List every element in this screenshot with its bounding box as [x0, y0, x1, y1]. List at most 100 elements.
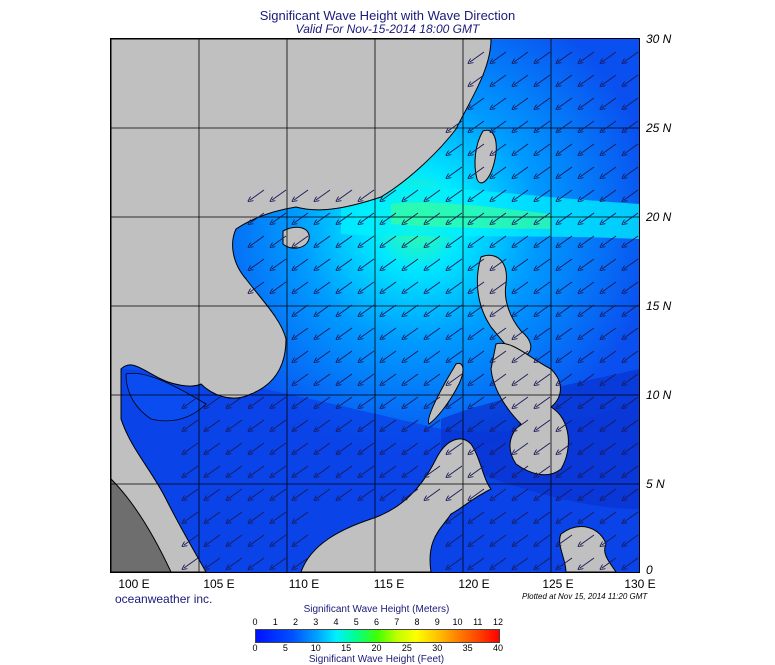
wave-arrow: [580, 350, 595, 361]
wave-arrow: [426, 419, 441, 430]
wave-arrow: [250, 465, 265, 476]
wave-arrow: [250, 212, 265, 223]
wave-arrow: [338, 396, 353, 407]
sumatra-land: [111, 478, 172, 572]
wave-arrow: [360, 350, 375, 361]
wave-arrow: [294, 488, 309, 499]
wave-arrow: [492, 51, 507, 62]
wave-arrow: [448, 143, 463, 154]
wave-arrow: [492, 419, 507, 430]
wave-arrow: [448, 511, 463, 522]
wave-arrow: [580, 74, 595, 85]
wave-arrow: [536, 258, 551, 269]
wave-arrow: [602, 557, 617, 568]
wave-arrow: [206, 511, 221, 522]
wave-arrow: [360, 235, 375, 246]
wave-arrow: [360, 189, 375, 200]
wave-arrow: [580, 281, 595, 292]
wave-arrow: [514, 511, 529, 522]
wave-arrow: [536, 120, 551, 131]
wave-arrow: [272, 212, 287, 223]
wave-arrow: [514, 373, 529, 384]
wave-arrow: [206, 488, 221, 499]
wave-arrow: [492, 304, 507, 315]
wave-arrow: [250, 557, 265, 568]
wave-arrow: [602, 235, 617, 246]
wave-arrow: [338, 350, 353, 361]
wave-arrow: [492, 511, 507, 522]
wave-arrow: [470, 97, 485, 108]
lat-label-10: 10 N: [646, 388, 672, 402]
wave-arrow: [624, 534, 639, 545]
wave-arrow: [492, 189, 507, 200]
colorbar-feet-tick: 5: [282, 643, 288, 653]
wave-arrow: [294, 212, 309, 223]
wave-arrow: [558, 281, 573, 292]
wave-arrow: [448, 350, 463, 361]
wave-arrow: [558, 511, 573, 522]
wave-arrow: [514, 51, 529, 62]
wave-arrow: [536, 212, 551, 223]
wave-arrow: [470, 350, 485, 361]
wave-arrow: [294, 534, 309, 545]
wave-arrow: [602, 97, 617, 108]
wave-arrow: [272, 465, 287, 476]
wave-arrow: [602, 120, 617, 131]
wave-arrow: [382, 442, 397, 453]
wave-arrow: [470, 189, 485, 200]
colorbar-feet-tick: 15: [341, 643, 352, 653]
wave-arrow: [294, 373, 309, 384]
wave-arrow: [426, 442, 441, 453]
sulawesi-land: [559, 526, 617, 572]
wave-arrow: [580, 212, 595, 223]
wave-arrow: [404, 396, 419, 407]
lat-label-0: 0: [646, 563, 653, 577]
wave-arrow: [558, 74, 573, 85]
wave-arrow: [294, 235, 309, 246]
wave-arrow: [492, 166, 507, 177]
wave-arrow: [536, 557, 551, 568]
wave-arrow: [514, 281, 529, 292]
wave-arrow: [316, 350, 331, 361]
wave-arrow: [580, 143, 595, 154]
wave-arrow: [536, 488, 551, 499]
wave-arrow: [448, 235, 463, 246]
wave-arrow: [536, 350, 551, 361]
wave-arrow: [580, 511, 595, 522]
wave-arrow: [514, 396, 529, 407]
wave-arrow: [536, 143, 551, 154]
wave-arrow: [470, 465, 485, 476]
wave-arrow: [602, 465, 617, 476]
wave-arrow: [448, 419, 463, 430]
wave-arrow: [360, 304, 375, 315]
wave-arrow: [338, 258, 353, 269]
wave-arrow: [250, 419, 265, 430]
wave-arrow: [536, 327, 551, 338]
wave-arrow: [360, 396, 375, 407]
wave-arrow: [250, 442, 265, 453]
wave-arrow: [338, 488, 353, 499]
wave-arrow: [338, 442, 353, 453]
wave-arrow: [514, 557, 529, 568]
map-title: Significant Wave Height with Wave Direct…: [259, 8, 516, 23]
lat-label-20: 20 N: [646, 210, 672, 224]
colorbar-meters-tick: 7: [394, 617, 400, 627]
wave-arrow: [470, 143, 485, 154]
wave-arrow: [404, 258, 419, 269]
wave-arrow: [558, 166, 573, 177]
wave-arrow: [624, 304, 639, 315]
wave-arrow: [514, 258, 529, 269]
wave-arrow: [294, 557, 309, 568]
wave-arrow: [360, 281, 375, 292]
wave-arrow: [294, 304, 309, 315]
wave-arrow: [536, 189, 551, 200]
wave-arrow: [602, 396, 617, 407]
wave-arrow: [316, 488, 331, 499]
wave-arrow: [316, 258, 331, 269]
wave-arrow: [250, 189, 265, 200]
wave-arrow: [228, 442, 243, 453]
wave-arrow: [602, 189, 617, 200]
wave-arrow: [228, 419, 243, 430]
credit-text: oceanweather inc.: [115, 592, 213, 606]
wave-arrow: [580, 419, 595, 430]
